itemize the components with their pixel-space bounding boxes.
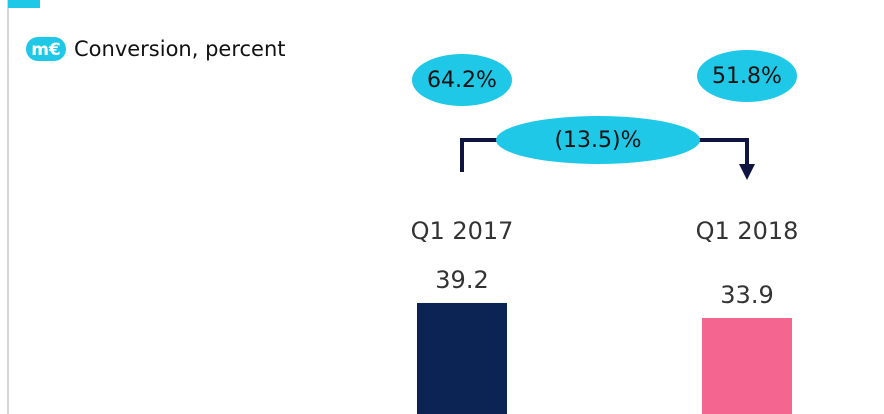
badge-label: (13.5)% bbox=[554, 128, 641, 153]
value-label: 33.9 bbox=[720, 281, 773, 309]
category-label: Q1 2018 bbox=[696, 217, 799, 245]
unit-label: m€ bbox=[31, 40, 61, 60]
corner-shape bbox=[8, 0, 40, 8]
arrow-head bbox=[739, 164, 755, 180]
value-label: 39.2 bbox=[435, 266, 488, 294]
badge-label: 64.2% bbox=[427, 68, 497, 93]
bar bbox=[417, 302, 507, 414]
category-label: Q1 2017 bbox=[411, 217, 514, 245]
badge bbox=[412, 54, 512, 106]
badge bbox=[496, 116, 700, 164]
bar bbox=[702, 317, 792, 414]
badge bbox=[697, 50, 797, 102]
badge-label: 51.8% bbox=[712, 64, 782, 89]
unit-icon bbox=[26, 37, 66, 61]
chart-label: Conversion, percent bbox=[74, 37, 286, 61]
